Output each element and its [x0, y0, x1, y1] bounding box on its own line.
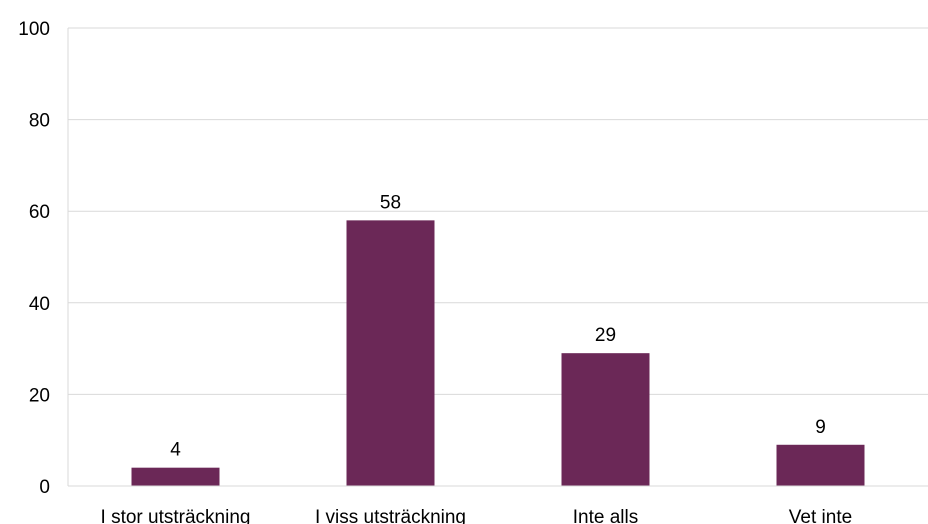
bars [131, 220, 865, 487]
y-tick-label: 40 [29, 294, 50, 315]
x-category-label: I stor utsträckning [101, 507, 251, 524]
x-category-label: Vet inte [789, 507, 852, 524]
y-axis-ticks: 0 20 40 60 80 100 [18, 19, 50, 498]
bar [346, 220, 435, 487]
data-label: 58 [380, 192, 401, 213]
data-label: 29 [595, 325, 616, 346]
gridlines [68, 27, 928, 395]
bar [561, 353, 650, 486]
y-tick-label: 100 [18, 19, 50, 40]
y-tick-label: 60 [29, 202, 50, 223]
x-axis-categories: I stor utsträckning I viss utsträckning In… [101, 507, 853, 524]
y-tick-label: 20 [29, 385, 50, 406]
data-label: 9 [815, 417, 826, 438]
bar [776, 444, 865, 486]
x-category-label: Inte alls [573, 507, 638, 524]
y-tick-label: 80 [29, 111, 50, 132]
bar [131, 467, 220, 486]
data-label: 4 [170, 440, 181, 461]
y-tick-label: 0 [39, 477, 50, 498]
x-category-label: I viss utsträckning [315, 507, 466, 524]
data-labels: 4 58 29 9 [170, 192, 826, 460]
